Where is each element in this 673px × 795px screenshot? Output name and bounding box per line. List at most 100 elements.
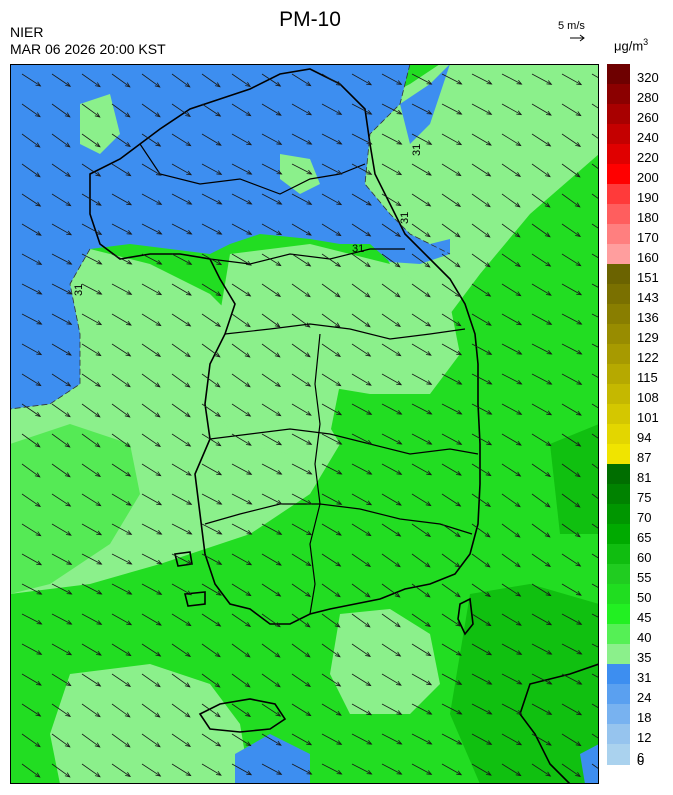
wind-arrow xyxy=(591,103,599,110)
color-scale-label: 170 xyxy=(637,229,659,245)
wind-arrow xyxy=(591,163,599,170)
wind-arrow xyxy=(21,103,41,118)
wind-arrow xyxy=(351,103,373,115)
wind-arrow xyxy=(51,613,73,625)
wind-arrow xyxy=(171,163,193,176)
color-scale-cell xyxy=(607,204,630,225)
wind-arrow xyxy=(21,403,42,417)
wind-arrow xyxy=(411,613,431,628)
wind-arrow xyxy=(501,163,522,177)
wind-arrow xyxy=(411,733,433,745)
wind-arrow xyxy=(411,643,432,657)
wind-arrow xyxy=(111,733,131,748)
wind-arrow xyxy=(81,253,103,265)
wind-arrow xyxy=(471,433,493,446)
wind-arrow xyxy=(21,763,41,778)
color-scale-cell xyxy=(607,64,630,85)
wind-arrow xyxy=(141,493,163,506)
wind-arrow xyxy=(231,673,251,688)
wind-arrow xyxy=(351,223,372,237)
wind-arrow xyxy=(471,253,491,268)
color-scale-label: 280 xyxy=(637,89,659,105)
color-scale-cell xyxy=(607,124,630,145)
wind-arrow xyxy=(21,643,43,655)
wind-arrow xyxy=(561,313,583,325)
wind-arrow xyxy=(591,433,599,440)
wind-arrow xyxy=(501,313,523,326)
wind-arrow xyxy=(201,313,222,327)
wind-arrow xyxy=(321,373,342,387)
island-outline xyxy=(183,591,206,607)
wind-arrow xyxy=(471,223,491,238)
wind-arrow xyxy=(51,463,71,478)
wind-arrow xyxy=(81,673,102,687)
wind-arrow xyxy=(381,433,403,445)
wind-arrow xyxy=(201,373,221,388)
wind-arrow xyxy=(561,463,581,478)
wind-arrow xyxy=(531,163,551,178)
wind-arrow xyxy=(51,733,71,748)
wind-arrow xyxy=(381,373,403,386)
wind-arrow xyxy=(531,763,552,777)
wind-arrow xyxy=(291,583,312,597)
wind-arrow xyxy=(171,73,191,88)
color-scale-cell xyxy=(607,584,630,605)
wind-arrow xyxy=(531,673,553,685)
wind-arrow xyxy=(231,133,253,146)
wind-arrow xyxy=(351,733,373,745)
wind-arrow xyxy=(501,583,522,597)
wind-arrow xyxy=(231,253,252,266)
wind-arrow xyxy=(441,223,461,238)
color-scale-label: 24 xyxy=(637,689,652,705)
wind-arrow xyxy=(351,763,373,775)
wind-arrow xyxy=(171,583,193,596)
wind-arrow xyxy=(561,673,583,685)
wind-arrow xyxy=(201,163,223,175)
wind-arrow xyxy=(261,373,281,388)
wind-arrow xyxy=(381,133,403,145)
wind-arrow xyxy=(171,463,192,476)
low-concentration-blue-zone xyxy=(400,64,450,144)
light-green-zone xyxy=(80,94,120,154)
wind-arrow xyxy=(411,343,432,356)
color-scale-cell xyxy=(607,164,630,185)
wind-arrow xyxy=(51,313,73,325)
color-scale-cell xyxy=(607,564,630,585)
wind-arrow xyxy=(261,193,283,205)
light-green-zone xyxy=(50,664,250,784)
color-scale-cell xyxy=(607,724,630,745)
wind-arrow xyxy=(351,493,373,506)
wind-arrow xyxy=(441,313,462,327)
wind-arrow xyxy=(501,673,523,685)
color-scale-cell xyxy=(607,404,630,425)
color-scale-cell xyxy=(607,444,630,465)
wind-arrow xyxy=(111,583,133,595)
color-scale-cell xyxy=(607,384,630,405)
wind-arrow xyxy=(441,703,463,715)
wind-arrow xyxy=(51,493,72,507)
wind-arrow xyxy=(141,613,162,626)
wind-arrow xyxy=(591,373,599,379)
wind-arrow xyxy=(561,583,582,596)
wind-arrow xyxy=(591,253,599,259)
wind-arrow xyxy=(381,103,403,115)
wind-arrow xyxy=(81,73,101,88)
wind-arrow xyxy=(591,523,599,530)
contour-label: 31 xyxy=(399,212,411,224)
wind-arrow xyxy=(141,343,162,357)
wind-arrow xyxy=(21,463,41,478)
wind-arrow xyxy=(111,403,131,418)
wind-arrow xyxy=(591,313,599,319)
wind-arrow xyxy=(501,463,522,477)
wind-arrow xyxy=(81,193,102,206)
color-scale-cell xyxy=(607,424,630,445)
wind-arrow xyxy=(351,373,372,386)
wind-arrow xyxy=(381,403,403,415)
wind-arrow xyxy=(201,193,223,205)
wind-arrow xyxy=(171,673,191,688)
color-scale-label: 320 xyxy=(637,69,659,85)
color-scale-label: 31 xyxy=(637,669,652,685)
dark-green-zone xyxy=(550,424,599,534)
wind-arrow xyxy=(321,163,343,175)
color-scale-label: 81 xyxy=(637,469,652,485)
